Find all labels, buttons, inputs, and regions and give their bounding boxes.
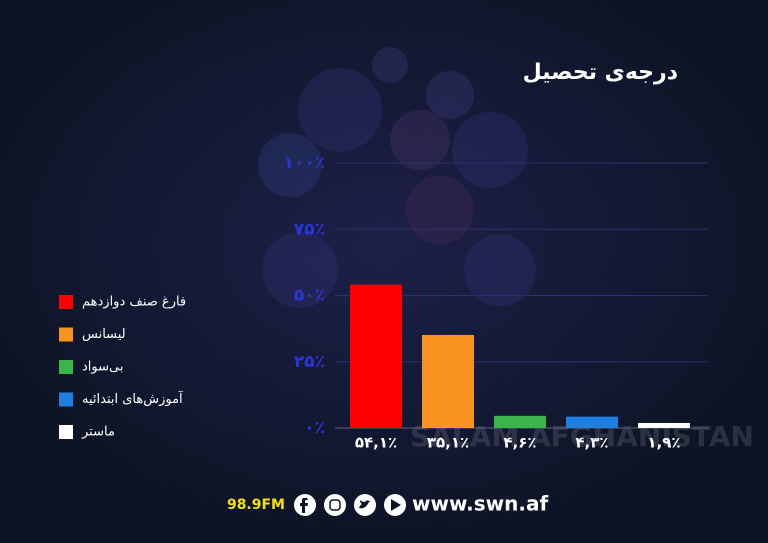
value-label: ۴,۳٪ bbox=[575, 434, 608, 452]
legend-swatch bbox=[59, 295, 73, 309]
y-tick-label: ۷۵٪ bbox=[294, 219, 325, 239]
radio-frequency: 98.9FM bbox=[227, 497, 285, 513]
decor-circles bbox=[258, 47, 536, 308]
value-label: ۵۴,۱٪ bbox=[355, 434, 397, 452]
legend-label: لیسانس bbox=[82, 327, 126, 342]
legend-label: بی‌سواد bbox=[82, 360, 123, 375]
bar bbox=[494, 415, 546, 428]
bar bbox=[566, 416, 618, 428]
bar bbox=[422, 334, 474, 428]
y-tick-label: ۱۰۰٪ bbox=[283, 153, 325, 173]
bar bbox=[638, 422, 690, 428]
chart-title: درجه‌ی تحصیل bbox=[523, 60, 678, 85]
value-label: ۳۵,۱٪ bbox=[427, 434, 469, 452]
y-tick-label: ۵۰٪ bbox=[294, 286, 325, 306]
legend-label: آموزش‌های ابتدائیه bbox=[82, 390, 184, 407]
legend-swatch bbox=[59, 360, 73, 374]
value-label: ۴,۶٪ bbox=[503, 434, 536, 452]
instagram-icon[interactable] bbox=[324, 494, 346, 516]
legend-swatch bbox=[59, 425, 73, 439]
value-label: ۱,۹٪ bbox=[647, 434, 680, 452]
legend-swatch bbox=[59, 392, 73, 407]
legend-swatch bbox=[59, 327, 73, 342]
bar bbox=[350, 284, 402, 428]
y-tick-label: ۲۵٪ bbox=[294, 352, 325, 372]
legend-label: ماستر bbox=[81, 425, 115, 440]
social-icons bbox=[294, 494, 406, 516]
legend-label: فارغ صنف دوازدهم bbox=[82, 295, 186, 310]
y-tick-label: ۰٪ bbox=[304, 418, 325, 438]
website[interactable]: www.swn.af bbox=[412, 492, 548, 516]
